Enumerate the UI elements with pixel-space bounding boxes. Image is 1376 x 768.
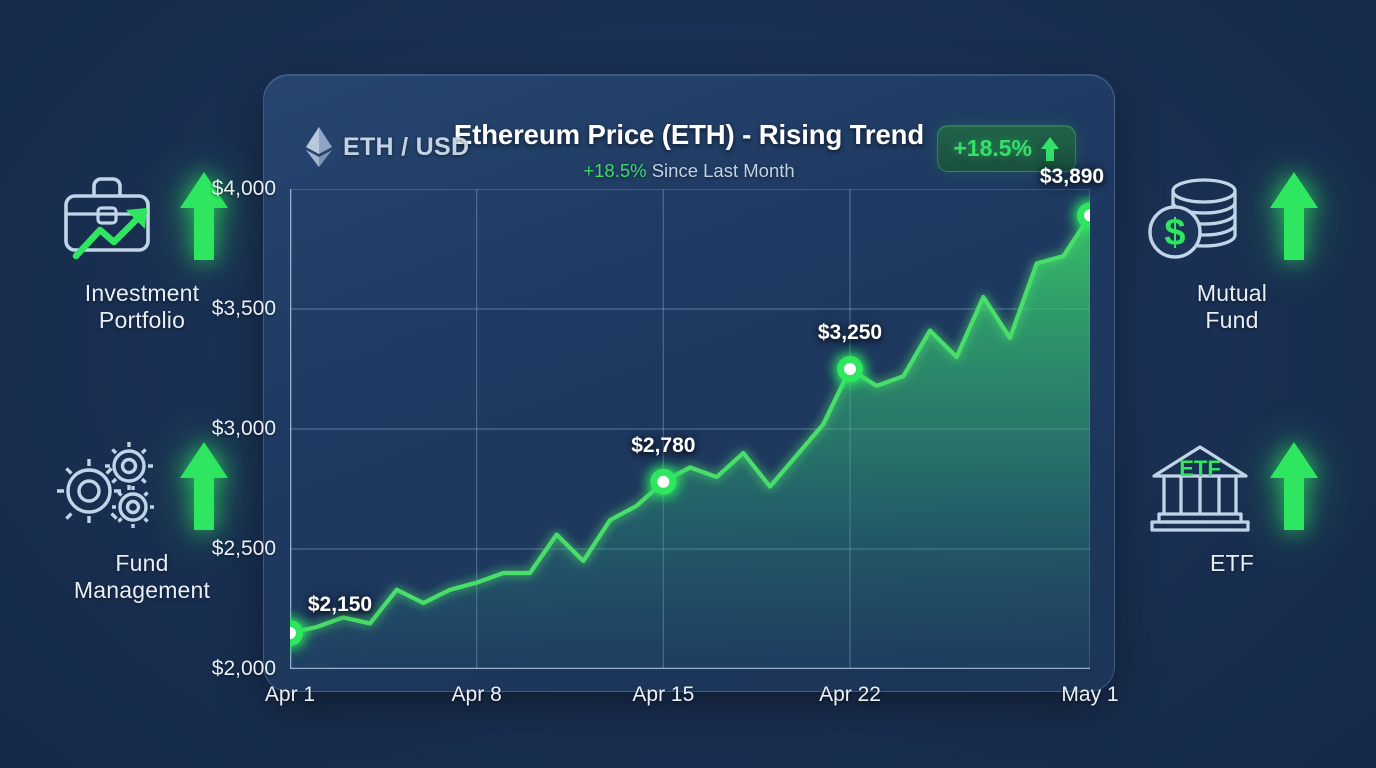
feature-label: ETF	[1210, 550, 1254, 577]
data-point-core	[290, 627, 296, 639]
svg-text:ETF: ETF	[1179, 456, 1221, 481]
data-point-markers	[290, 202, 1090, 646]
data-point-marker[interactable]	[1077, 202, 1090, 229]
eth-price-chart-card: ETH / USD Ethereum Price (ETH) - Rising …	[212, 74, 1119, 706]
data-point-label: $2,780	[631, 433, 696, 457]
data-point-core	[657, 475, 670, 488]
briefcase-growth-icon	[64, 177, 150, 260]
svg-text:$: $	[1164, 212, 1185, 254]
x-axis-tick: Apr 1	[264, 683, 316, 706]
data-point-label: $3,890	[1039, 165, 1105, 189]
briefcase-growth-art	[42, 162, 242, 270]
y-axis-tick: $3,500	[211, 297, 276, 320]
data-point-core	[1084, 209, 1090, 222]
arrow-up-icon	[1041, 136, 1059, 161]
x-axis-tick: Apr 22	[819, 683, 881, 706]
area-fill	[290, 215, 1090, 669]
arrow-up-icon	[180, 172, 228, 260]
feature-label-line1: Mutual	[1196, 280, 1268, 306]
page-title: Ethereum Price (ETH) - Rising Trend	[453, 119, 925, 150]
feature-label-line2: Portfolio	[98, 306, 186, 333]
badge-value: +18.5%	[953, 135, 1032, 161]
data-point-marker[interactable]	[290, 620, 303, 646]
subtitle: +18.5% Since Last Month	[290, 160, 1088, 182]
y-axis-tick: $4,000	[211, 177, 276, 200]
trading-pair[interactable]: ETH / USD	[306, 127, 469, 167]
x-axis-tick: Apr 8	[451, 683, 502, 706]
feature-fund-management[interactable]: Fund Management	[22, 432, 262, 604]
status-badge[interactable]: +18.5%	[937, 125, 1076, 172]
bank-etf-art: ETF	[1132, 432, 1332, 540]
plot-svg	[290, 189, 1090, 669]
bank-etf-icon: ETF	[1150, 445, 1250, 532]
y-axis-tick: $2,500	[211, 537, 276, 560]
subtitle-percent: +18.5%	[583, 160, 647, 181]
feature-etf[interactable]: ETF ETF	[1112, 432, 1352, 577]
price-line	[290, 213, 1090, 636]
y-axis-tick: $2,000	[211, 657, 276, 680]
feature-label-line1: ETF	[1209, 550, 1255, 576]
coin-stack-art: $	[1132, 162, 1332, 270]
trading-pair-label: ETH / USD	[343, 132, 470, 161]
title-block: Ethereum Price (ETH) - Rising Trend +18.…	[290, 97, 1088, 182]
arrow-up-icon	[1270, 442, 1318, 530]
feature-label-line2: Fund	[1205, 306, 1259, 333]
feature-label: Fund Management	[74, 550, 210, 604]
subtitle-text: Since Last Month	[646, 160, 795, 181]
price-plot[interactable]: $2,000 $2,500 $3,000 $3,500 $4,000 Apr 1 Apr …	[212, 165, 1119, 706]
ethereum-diamond-icon	[306, 127, 332, 167]
feature-label: Mutual Fund	[1197, 280, 1267, 334]
gears-art	[42, 432, 242, 540]
feature-label-line1: Fund	[115, 550, 169, 576]
data-point-label: $3,250	[817, 321, 883, 344]
card-header: ETH / USD Ethereum Price (ETH) - Rising …	[290, 97, 1088, 189]
feature-mutual-fund[interactable]: $ Mutual Fund	[1112, 162, 1352, 334]
coin-stack-dollar-icon: $	[1148, 178, 1237, 259]
feature-investment-portfolio[interactable]: Investment Portfolio	[22, 162, 262, 334]
y-axis-tick: $3,000	[211, 417, 276, 440]
data-point-label: $2,150	[307, 593, 373, 616]
feature-label: Investment Portfolio	[85, 280, 200, 334]
arrow-up-icon	[1270, 172, 1318, 260]
data-point-core	[844, 363, 856, 375]
x-axis-tick: Apr 15	[632, 683, 695, 706]
x-axis-tick: May 1	[1061, 683, 1119, 706]
gears-icon	[57, 442, 154, 528]
feature-label-line1: Investment	[84, 280, 200, 306]
feature-label-line2: Management	[73, 576, 211, 603]
arrow-up-icon	[180, 442, 228, 530]
